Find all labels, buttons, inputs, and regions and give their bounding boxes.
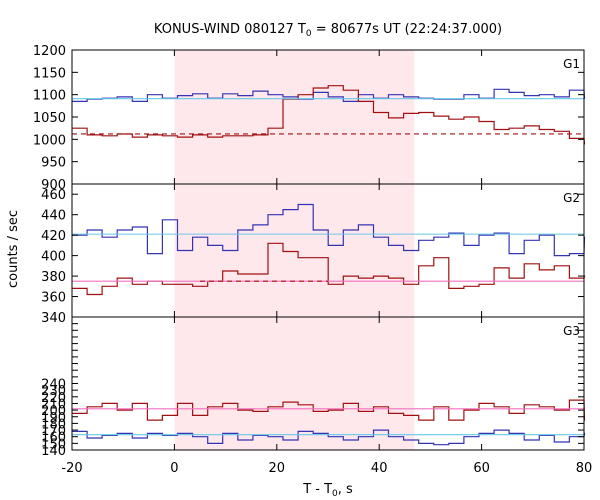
y-tick-label: 170 xyxy=(41,424,66,439)
y-tick-label: 1100 xyxy=(33,89,66,104)
y-tick-label: 460 xyxy=(41,188,66,203)
y-tick-label: 1000 xyxy=(33,133,66,148)
panel-label-g2: G2 xyxy=(563,191,580,205)
chart-title: KONUS-WIND 080127 T0 = 80677s UT (22:24:… xyxy=(154,22,502,39)
panel-g3-series-red-1 xyxy=(72,399,586,421)
series-layer xyxy=(72,85,586,446)
panel-g1-series-red-1 xyxy=(72,85,586,145)
shaded-interval-layer xyxy=(174,50,415,450)
x-tick-label: 60 xyxy=(473,461,490,476)
x-tick-label: 40 xyxy=(371,461,388,476)
panel-g2-series-blue-0 xyxy=(72,203,586,257)
shaded-interval xyxy=(174,50,415,450)
panel-label-g3: G3 xyxy=(563,324,580,338)
y-tick-label: 210 xyxy=(41,397,66,412)
y-tick-label: 950 xyxy=(41,156,66,171)
y-tick-label: 400 xyxy=(41,250,66,265)
x-tick-label: -20 xyxy=(61,461,82,476)
panel-g1-series-blue-0 xyxy=(72,88,586,102)
label-layer: 90095010001050110011501200G1340360380400… xyxy=(33,44,592,476)
y-tick-label: 200 xyxy=(41,404,66,419)
y-tick-label: 190 xyxy=(41,411,66,426)
y-tick-label: 160 xyxy=(41,431,66,446)
y-tick-label: 380 xyxy=(41,270,66,285)
y-tick-label: 900 xyxy=(41,178,66,193)
x-axis-label: T - T0, s xyxy=(302,482,353,499)
y-tick-label: 220 xyxy=(41,391,66,406)
frame-layer xyxy=(71,49,585,451)
y-tick-label: 1150 xyxy=(33,66,66,81)
panel-label-g1: G1 xyxy=(563,57,580,71)
x-tick-label: 0 xyxy=(170,461,178,476)
y-tick-label: 140 xyxy=(41,444,66,459)
y-tick-label: 1200 xyxy=(33,44,66,59)
x-tick-label: 20 xyxy=(269,461,286,476)
y-tick-label: 230 xyxy=(41,384,66,399)
y-tick-label: 240 xyxy=(41,378,66,393)
y-tick-label: 1050 xyxy=(33,111,66,126)
y-tick-label: 150 xyxy=(41,437,66,452)
y-tick-label: 340 xyxy=(41,311,66,326)
y-tick-label: 440 xyxy=(41,209,66,224)
y-axis-label: counts / sec xyxy=(6,210,21,288)
x-tick-label: 80 xyxy=(576,461,593,476)
y-tick-label: 180 xyxy=(41,417,66,432)
y-tick-label: 420 xyxy=(41,229,66,244)
y-tick-label: 360 xyxy=(41,291,66,306)
